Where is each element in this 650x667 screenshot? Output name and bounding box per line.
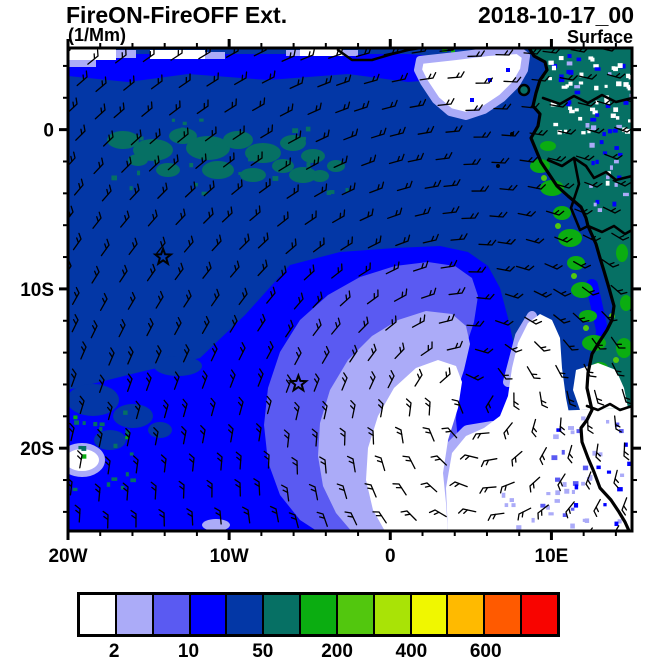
colorbar-cell xyxy=(264,595,302,634)
plot-level-label: Surface xyxy=(566,27,633,47)
plot-title: FireON-FireOFF Ext. xyxy=(66,2,288,28)
colorbar-tick-label: 2 xyxy=(108,641,120,662)
island-bioko xyxy=(517,83,531,97)
colorbar-tick-label: 600 xyxy=(469,641,502,662)
x-axis-tick-label: 0 xyxy=(385,546,396,567)
field-layer xyxy=(68,48,632,531)
colorbar-cell xyxy=(301,595,338,634)
colorbar-cell xyxy=(485,595,523,634)
colorbar-tick-label: 400 xyxy=(395,641,428,662)
colorbar-cell xyxy=(448,595,486,634)
colorbar-cell xyxy=(190,595,228,634)
y-axis-tick-label: 10S xyxy=(20,280,54,301)
colorbar-cell xyxy=(116,595,154,634)
x-axis-tick-label: 20W xyxy=(48,546,87,567)
x-axis-tick-label: 10E xyxy=(535,546,569,567)
x-axis-tick-label: 10W xyxy=(210,546,249,567)
colorbar-tick-label: 10 xyxy=(177,641,200,662)
y-axis-tick-label: 20S xyxy=(20,439,54,460)
colorbar xyxy=(77,592,560,637)
colorbar-cell xyxy=(522,595,557,634)
station-star-marker xyxy=(287,372,309,393)
colorbar-cell xyxy=(227,595,265,634)
plot-datetime: 2018-10-17_00 xyxy=(477,2,634,28)
y-axis-tick-label: 0 xyxy=(43,121,54,142)
map-canvas: 20W 10W 0 10E 0 10S 20S xyxy=(20,39,641,567)
colorbar-cell xyxy=(374,595,412,634)
colorbar-tick-label: 200 xyxy=(321,641,353,662)
station-star-marker xyxy=(152,245,174,267)
colorbar-cell xyxy=(337,595,375,634)
map-frame-group: 20W 10W 0 10E 0 10S 20S xyxy=(20,39,641,567)
colorbar-tick-label: 50 xyxy=(252,641,274,662)
colorbar-cell xyxy=(411,595,449,634)
plot-units-label: (1/Mm) xyxy=(68,25,126,45)
colorbar-cell xyxy=(80,595,117,634)
colorbar-cell xyxy=(153,595,191,634)
